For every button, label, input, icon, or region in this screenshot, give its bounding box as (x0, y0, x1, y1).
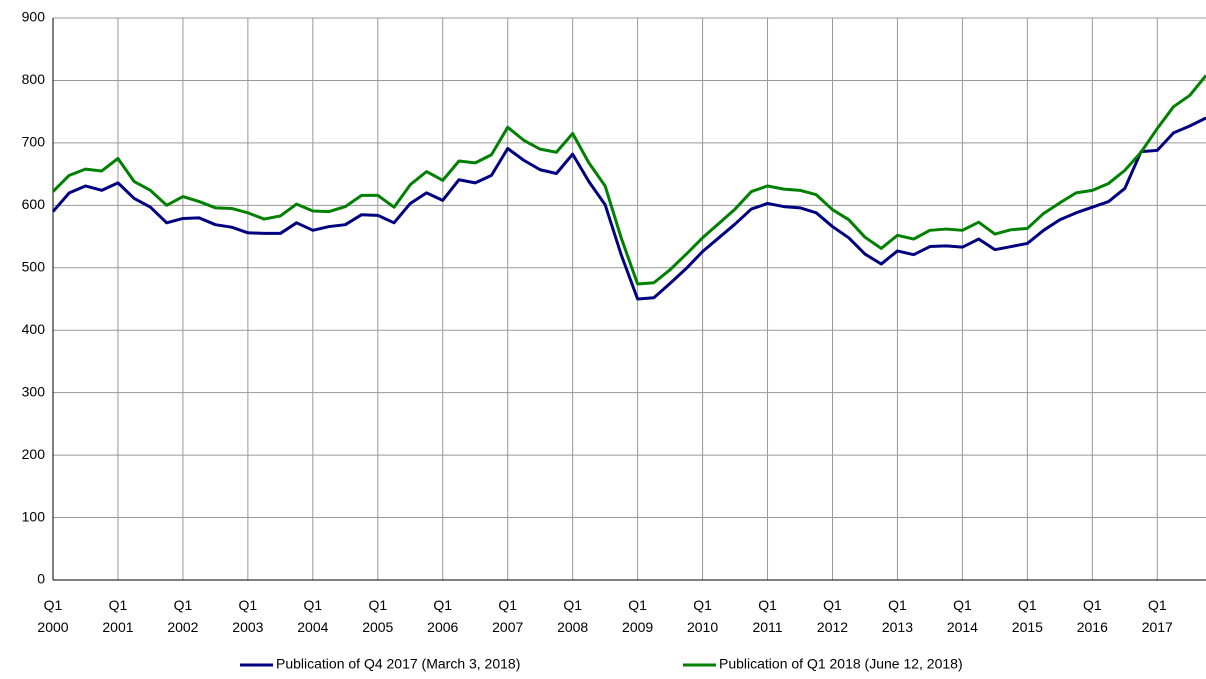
y-tick-label: 300 (22, 383, 46, 399)
x-tick-label: Q1 2007 (492, 597, 523, 635)
x-tick-label: Q1 2005 (362, 597, 393, 635)
x-tick-label: Q1 2004 (297, 597, 328, 635)
y-tick-label: 0 (37, 571, 45, 587)
x-tick-label: Q1 2013 (882, 597, 913, 635)
y-tick-label: 800 (22, 71, 46, 87)
x-tick-label: Q1 2000 (37, 597, 68, 635)
x-tick-label: Q1 2006 (427, 597, 458, 635)
x-tick-label: Q1 2011 (752, 597, 782, 635)
y-tick-label: 100 (22, 508, 46, 524)
x-tick-label: Q1 2012 (817, 597, 848, 635)
series-line (51, 74, 1206, 286)
x-tick-label: Q1 2009 (622, 597, 653, 635)
y-tick-label: 500 (22, 258, 46, 274)
y-tick-label: 900 (22, 9, 46, 25)
x-tick-label: Q1 2016 (1077, 597, 1108, 635)
x-tick-label: Q1 2003 (232, 597, 263, 635)
y-tick-label: 700 (22, 134, 46, 150)
series-line (51, 116, 1206, 301)
x-tick-label: Q1 2001 (102, 597, 133, 635)
y-tick-label: 600 (22, 196, 46, 212)
x-tick-label: Q1 2002 (167, 597, 198, 635)
x-tick-label: Q1 2014 (947, 597, 978, 635)
legend-label: Publication of Q4 2017 (March 3, 2018) (276, 656, 520, 672)
legend-label: Publication of Q1 2018 (June 12, 2018) (719, 656, 963, 672)
y-tick-label: 400 (22, 321, 46, 337)
x-tick-label: Q1 2017 (1142, 597, 1173, 635)
x-tick-label: Q1 2015 (1012, 597, 1043, 635)
x-tick-label: Q1 2010 (687, 597, 718, 635)
x-tick-label: Q1 2008 (557, 597, 588, 635)
y-tick-label: 200 (22, 446, 46, 462)
